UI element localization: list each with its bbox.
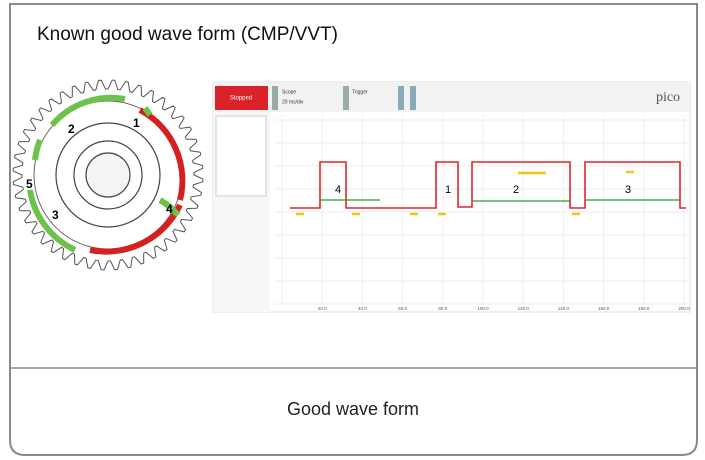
x-tick-label: 140.0 <box>558 306 570 311</box>
gear-tooth-green <box>142 106 153 117</box>
gear-tooth-green <box>27 189 77 253</box>
waveform <box>290 161 686 209</box>
gear-teeth <box>12 79 204 271</box>
arrow <box>343 86 349 110</box>
gear-inner-ring <box>55 122 161 228</box>
segment-label: 1 <box>445 184 451 196</box>
gear-tooth-green <box>32 138 43 161</box>
arrow <box>410 86 416 110</box>
x-tick-label: 200.0 <box>678 306 690 311</box>
gear-tooth-red <box>138 107 186 201</box>
arrow <box>398 86 404 110</box>
gear-tooth-red <box>89 203 183 255</box>
gear-bore <box>85 152 131 198</box>
caption: Good wave form <box>287 399 419 419</box>
gear-label: 1 <box>133 116 140 130</box>
x-tick-label: 120.0 <box>518 306 530 311</box>
segment-label: 2 <box>513 184 519 196</box>
x-tick-label: 80.0 <box>438 306 447 311</box>
x-tick-label: 40.0 <box>358 306 367 311</box>
x-tick-label: 180.0 <box>638 306 650 311</box>
segment-label: 4 <box>335 184 341 196</box>
gear-tooth-green <box>158 197 181 218</box>
scope-label: Scope <box>282 89 296 95</box>
channel-box <box>215 115 267 197</box>
gear-label: 3 <box>52 208 59 222</box>
reference-line <box>320 199 680 202</box>
brand: pico <box>656 90 680 105</box>
x-tick-label: 100.0 <box>477 306 489 311</box>
segment-label: 3 <box>625 184 631 196</box>
scope-toolbar <box>213 82 690 112</box>
marker <box>296 170 634 216</box>
timebase: 20 ms/div <box>282 99 304 105</box>
x-tick-label: 20.0 <box>318 306 327 311</box>
stop-label: Stopped <box>230 96 252 102</box>
x-tick-label: 160.0 <box>598 306 610 311</box>
trigger-label: Trigger <box>352 89 368 95</box>
scope-screenshot: Stopped Scope 20 ms/div Trigger pico 4 1… <box>212 81 691 313</box>
arrow <box>272 86 278 110</box>
plot-area <box>275 115 688 305</box>
x-tick-label: 60.0 <box>398 306 407 311</box>
gear-hub <box>73 140 143 210</box>
gear-label: 2 <box>68 122 75 136</box>
gear-tooth-green <box>49 94 126 127</box>
card-title: Known good wave form (CMP/VVT) <box>37 24 338 45</box>
gear-image: 2 1 5 3 4 <box>12 79 204 271</box>
stop-button <box>215 86 268 110</box>
gear-label: 5 <box>26 177 33 191</box>
gear-label: 4 <box>166 202 173 216</box>
